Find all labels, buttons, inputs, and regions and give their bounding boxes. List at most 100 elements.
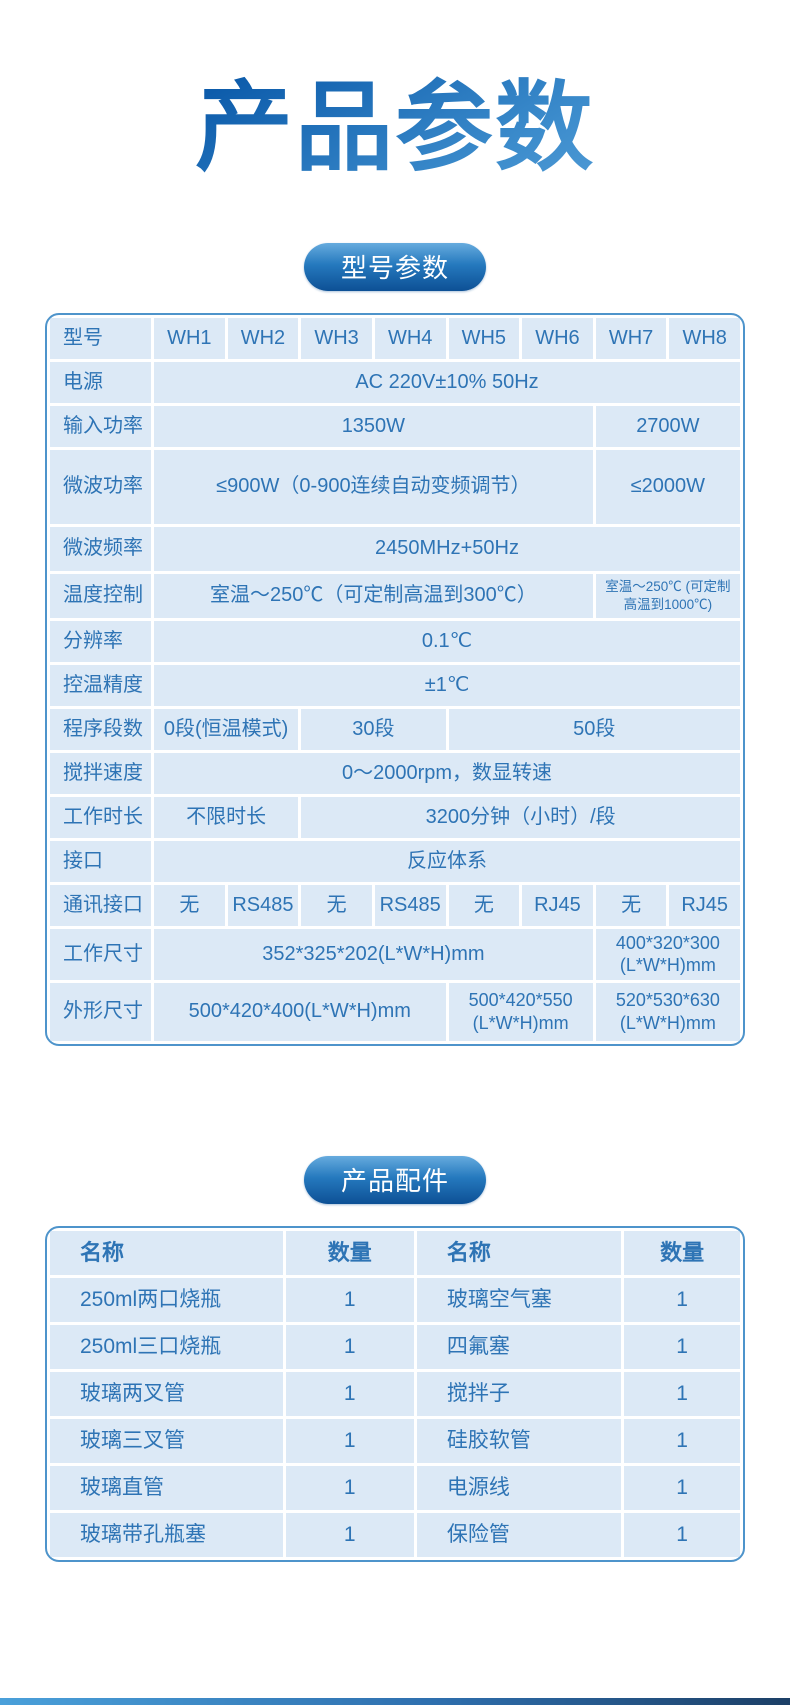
table-row: 温度控制 室温～250℃（可定制高温到300℃） 室温～250℃ (可定制高温到… [50, 573, 740, 618]
spec-cell: ±1℃ [154, 664, 740, 706]
spec-cell: RJ45 [522, 884, 593, 926]
row-label: 通讯接口 [50, 884, 151, 926]
spec-cell: AC 220V±10% 50Hz [154, 361, 740, 403]
column-header-qty: 数量 [624, 1230, 740, 1275]
table-row: 搅拌速度 0～2000rpm，数显转速 [50, 752, 740, 794]
model-header: WH6 [522, 317, 593, 359]
accessory-name: 玻璃三叉管 [50, 1418, 283, 1463]
section-badge-label: 产品配件 [340, 1166, 449, 1197]
accessory-qty: 1 [285, 1512, 414, 1557]
table-row: 玻璃三叉管 1 硅胶软管 1 [50, 1418, 740, 1463]
accessory-name: 保险管 [416, 1512, 622, 1557]
spec-cell: 2700W [595, 405, 740, 447]
table-header-row: 名称 数量 名称 数量 [50, 1230, 740, 1275]
accessory-name: 玻璃空气塞 [416, 1277, 622, 1322]
row-label: 工作尺寸 [50, 928, 151, 980]
row-label: 搅拌速度 [50, 752, 151, 794]
table-row: 玻璃带孔瓶塞 1 保险管 1 [50, 1512, 740, 1557]
spec-cell: 500*420*550 (L*W*H)mm [448, 982, 593, 1041]
accessory-qty: 1 [624, 1324, 740, 1369]
spec-cell: 无 [595, 884, 667, 926]
spec-cell: ≤2000W [595, 449, 740, 524]
row-label: 电源 [50, 361, 151, 403]
accessory-name: 玻璃两叉管 [50, 1371, 283, 1416]
row-label: 微波频率 [50, 526, 151, 571]
row-label: 接口 [50, 840, 151, 882]
accessory-qty: 1 [285, 1371, 414, 1416]
accessory-qty: 1 [624, 1371, 740, 1416]
table-row: 250ml两口烧瓶 1 玻璃空气塞 1 [50, 1277, 740, 1322]
table-header-row: 型号 WH1 WH2 WH3 WH4 WH5 WH6 WH7 WH8 [50, 317, 740, 359]
accessory-qty: 1 [285, 1324, 414, 1369]
spec-cell: 500*420*400(L*W*H)mm [154, 982, 446, 1041]
row-label: 工作时长 [50, 796, 151, 838]
row-label: 输入功率 [50, 405, 151, 447]
model-header: WH2 [227, 317, 299, 359]
accessory-name: 250ml两口烧瓶 [50, 1277, 283, 1322]
column-header-name: 名称 [416, 1230, 622, 1275]
row-label: 程序段数 [50, 708, 151, 750]
spec-cell: 0段(恒温模式) [154, 708, 299, 750]
bottom-accent-bar [0, 1698, 790, 1705]
spec-cell: 520*530*630 (L*W*H)mm [595, 982, 740, 1041]
table-row: 玻璃两叉管 1 搅拌子 1 [50, 1371, 740, 1416]
spec-cell: 0～2000rpm，数显转速 [154, 752, 740, 794]
column-header-name: 名称 [50, 1230, 283, 1275]
spec-cell: 0.1℃ [154, 620, 740, 662]
accessory-name: 四氟塞 [416, 1324, 622, 1369]
accessory-name: 硅胶软管 [416, 1418, 622, 1463]
spec-cell: 50段 [448, 708, 740, 750]
accessory-qty: 1 [285, 1465, 414, 1510]
accessory-qty: 1 [624, 1277, 740, 1322]
spec-cell: RS485 [374, 884, 446, 926]
spec-cell: 反应体系 [154, 840, 740, 882]
accessory-name: 玻璃直管 [50, 1465, 283, 1510]
accessories-table: 名称 数量 名称 数量 250ml两口烧瓶 1 玻璃空气塞 1 250ml三口烧… [45, 1225, 745, 1562]
spec-cell: 室温～250℃ (可定制高温到1000℃) [595, 573, 740, 618]
page-title: 产品参数 [0, 71, 790, 185]
spec-cell: 352*325*202(L*W*H)mm [154, 928, 593, 980]
spec-cell: ≤900W（0-900连续自动变频调节） [154, 449, 593, 524]
model-header: WH1 [154, 317, 225, 359]
section-badge-model-params: 型号参数 [304, 242, 486, 291]
accessory-name: 玻璃带孔瓶塞 [50, 1512, 283, 1557]
table-row: 玻璃直管 1 电源线 1 [50, 1465, 740, 1510]
table-row: 电源 AC 220V±10% 50Hz [50, 361, 740, 403]
table-row: 工作尺寸 352*325*202(L*W*H)mm 400*320*300 (L… [50, 928, 740, 980]
accessory-qty: 1 [624, 1465, 740, 1510]
spec-cell: 1350W [154, 405, 593, 447]
table-row: 微波频率 2450MHz+50Hz [50, 526, 740, 571]
spec-cell: 无 [448, 884, 520, 926]
table-row: 程序段数 0段(恒温模式) 30段 50段 [50, 708, 740, 750]
spec-cell: 无 [301, 884, 372, 926]
spec-cell: RS485 [227, 884, 299, 926]
spec-cell: 无 [154, 884, 225, 926]
row-label: 分辨率 [50, 620, 151, 662]
accessory-name: 电源线 [416, 1465, 622, 1510]
table-row: 通讯接口 无 RS485 无 RS485 无 RJ45 无 RJ45 [50, 884, 740, 926]
spec-cell: 3200分钟（小时）/段 [301, 796, 740, 838]
spec-cell: 400*320*300 (L*W*H)mm [595, 928, 740, 980]
section-badge-label: 型号参数 [340, 253, 449, 284]
accessory-qty: 1 [624, 1418, 740, 1463]
table-row: 分辨率 0.1℃ [50, 620, 740, 662]
table-row: 微波功率 ≤900W（0-900连续自动变频调节） ≤2000W [50, 449, 740, 524]
table-row: 接口 反应体系 [50, 840, 740, 882]
model-header: WH3 [301, 317, 372, 359]
model-header: WH5 [448, 317, 520, 359]
table-row: 控温精度 ±1℃ [50, 664, 740, 706]
table-row: 输入功率 1350W 2700W [50, 405, 740, 447]
accessory-name: 搅拌子 [416, 1371, 622, 1416]
table-row: 工作时长 不限时长 3200分钟（小时）/段 [50, 796, 740, 838]
accessory-qty: 1 [624, 1512, 740, 1557]
column-header-qty: 数量 [285, 1230, 414, 1275]
spec-cell: 2450MHz+50Hz [154, 526, 740, 571]
row-label: 温度控制 [50, 573, 151, 618]
model-header: WH8 [669, 317, 740, 359]
spec-cell: 室温～250℃（可定制高温到300℃） [154, 573, 593, 618]
spec-cell: 30段 [301, 708, 446, 750]
row-label: 微波功率 [50, 449, 151, 524]
spec-table: 型号 WH1 WH2 WH3 WH4 WH5 WH6 WH7 WH8 电源 AC… [45, 312, 745, 1046]
row-label: 型号 [50, 317, 151, 359]
spec-cell: 不限时长 [154, 796, 299, 838]
